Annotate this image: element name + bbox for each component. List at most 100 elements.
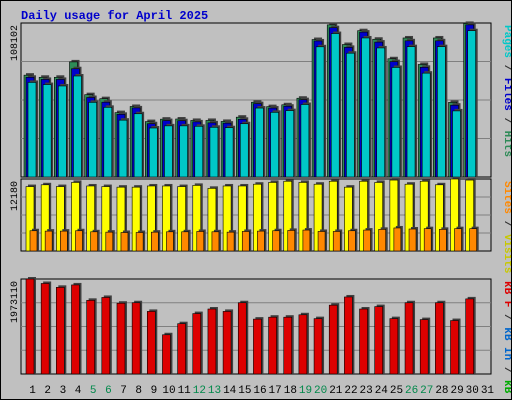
kbf-bar: [283, 315, 294, 375]
kbf-bar-body: [389, 318, 399, 375]
day-label: 15: [238, 385, 251, 397]
pages-bar-body: [270, 112, 279, 178]
bottom-axis-legend-part: kB In: [501, 327, 511, 360]
day-label: 1: [29, 385, 36, 397]
day-label: 27: [420, 385, 433, 397]
kbf-bar: [116, 301, 127, 375]
kbf-bar: [419, 317, 431, 375]
top-axis-legend-part: Files: [501, 78, 511, 111]
kbf-bar-body: [344, 296, 353, 375]
page-title: Daily usage for April 2025: [21, 9, 209, 23]
day-label: 14: [223, 385, 237, 397]
middle-max-label: 12180: [10, 181, 21, 211]
kbf-bar: [207, 307, 218, 375]
sites-bar: [181, 229, 191, 252]
pages-bar: [73, 74, 84, 178]
day-label: 26: [405, 385, 418, 397]
kbf-bar-body: [283, 316, 293, 375]
kbf-bar-body: [86, 300, 95, 375]
middle-axis-legend-part: /: [501, 214, 511, 234]
pages-bar: [103, 105, 114, 178]
pages-bar: [406, 44, 418, 178]
kbf-bar-body: [131, 302, 141, 375]
sites-bar: [241, 229, 252, 252]
kbf-bar: [222, 309, 234, 375]
day-label: 29: [450, 385, 463, 397]
pages-bar: [194, 124, 205, 178]
sites-bar-body: [60, 230, 68, 252]
kbf-bar-body: [298, 314, 308, 375]
sites-bar-body: [317, 231, 326, 252]
sites-bar: [302, 228, 312, 252]
pages-bar-body: [164, 125, 173, 178]
kbf-bar: [435, 300, 446, 375]
pages-bar-body: [27, 82, 37, 178]
kbf-bar-body: [222, 311, 232, 375]
sites-bar: [317, 229, 328, 252]
sites-bar-body: [44, 230, 53, 252]
sites-bar: [150, 230, 161, 252]
day-label: 11: [178, 385, 192, 397]
sites-bar-body: [211, 231, 220, 252]
kbf-bar-body: [101, 297, 111, 375]
pages-bar: [133, 111, 145, 178]
sites-bar: [454, 226, 464, 252]
pages-bar-body: [58, 85, 67, 178]
sites-bar-body: [90, 231, 98, 252]
sites-bar: [393, 225, 403, 252]
middle-axis-legend-part: Sites: [501, 181, 511, 214]
pages-bar-body: [300, 104, 310, 178]
pages-bar-body: [88, 102, 97, 178]
kbf-bar-body: [116, 302, 126, 375]
sites-bar-body: [75, 230, 83, 252]
sites-bar: [332, 229, 343, 252]
day-label: 25: [390, 385, 403, 397]
sites-bar: [60, 229, 70, 252]
kbf-bar: [374, 304, 385, 375]
kbf-bar-body: [313, 318, 323, 375]
kbf-bar: [162, 332, 173, 375]
day-label: 28: [435, 385, 448, 397]
sites-bar: [90, 229, 100, 252]
kbf-bar-body: [207, 308, 217, 375]
kbf-bar: [268, 315, 279, 375]
pages-bar-body: [421, 72, 431, 178]
pages-bar-body: [452, 110, 461, 178]
sites-bar: [348, 228, 358, 252]
kbf-bar: [40, 281, 52, 375]
sites-bar-body: [150, 231, 159, 252]
pages-bar: [300, 102, 311, 178]
sites-bar: [378, 227, 388, 252]
sites-bar-body: [469, 228, 477, 252]
day-label: 6: [105, 385, 112, 397]
sites-bar: [439, 227, 449, 252]
sites-bar: [105, 230, 115, 252]
kbf-bar: [101, 295, 112, 375]
day-label: 19: [299, 385, 312, 397]
pages-bar-body: [406, 46, 416, 178]
sites-bar: [272, 228, 282, 252]
pages-bar-body: [118, 119, 128, 178]
top-axis-legend: Pages / Files / Hits: [501, 25, 511, 157]
kbf-bar-body: [404, 302, 414, 375]
pages-bar-body: [330, 33, 340, 178]
pages-bar: [42, 82, 54, 178]
pages-bar-body: [361, 37, 370, 178]
pages-bar: [270, 110, 281, 178]
top-axis-legend-part: Pages: [501, 25, 511, 58]
sites-bar-body: [408, 228, 417, 252]
pages-bar-body: [148, 127, 158, 178]
sites-bar-body: [105, 231, 114, 252]
pages-bar: [421, 71, 433, 178]
day-label: 23: [360, 385, 373, 397]
pages-bar: [179, 123, 190, 178]
sites-bar-body: [454, 228, 462, 252]
pages-bar: [346, 51, 357, 178]
sites-bar: [44, 229, 55, 252]
pages-bar-body: [133, 113, 143, 178]
kbf-bar-body: [162, 334, 171, 375]
bottom-axis-legend-part: kB Out: [501, 380, 511, 399]
bottom-axis-legend: kB F / kB In / kB Out: [501, 281, 511, 399]
top-axis-legend-part: /: [501, 111, 511, 131]
sites-bar: [211, 229, 221, 252]
